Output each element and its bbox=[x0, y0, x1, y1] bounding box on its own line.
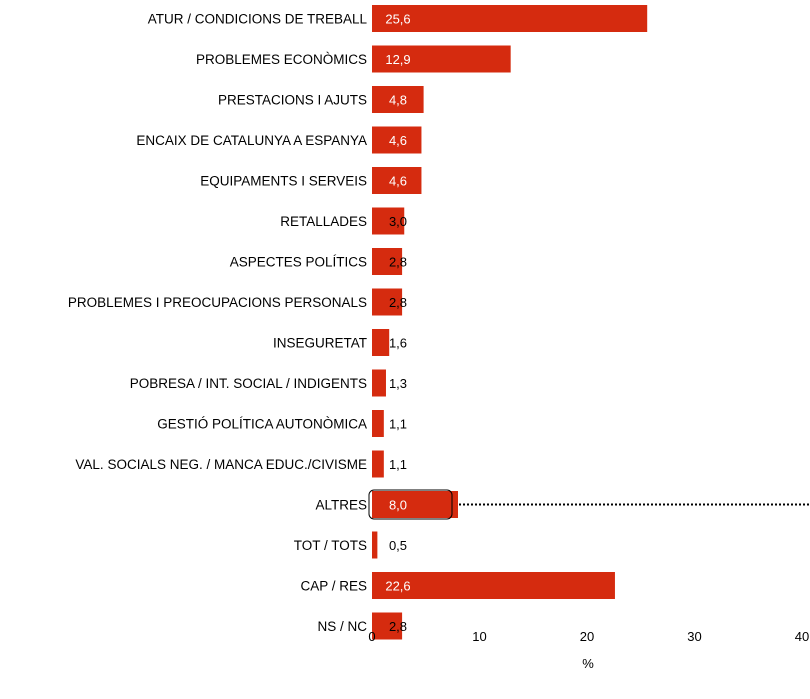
bars-layer bbox=[372, 5, 648, 640]
category-label: RETALLADES bbox=[280, 214, 367, 229]
category-label: ATUR / CONDICIONS DE TREBALL bbox=[148, 12, 368, 27]
bar bbox=[372, 126, 422, 154]
bar bbox=[372, 531, 378, 559]
bar bbox=[372, 207, 405, 235]
category-label: ENCAIX DE CATALUNYA A ESPANYA bbox=[136, 133, 367, 148]
bar bbox=[372, 86, 424, 113]
category-label: ASPECTES POLÍTICS bbox=[230, 255, 367, 270]
data-label: 3,0 bbox=[389, 214, 407, 229]
data-label: 1,6 bbox=[389, 336, 407, 351]
data-label: 4,6 bbox=[389, 133, 407, 148]
bar bbox=[372, 410, 384, 437]
data-label: 22,6 bbox=[385, 579, 410, 594]
data-label: 1,1 bbox=[389, 457, 407, 472]
bar bbox=[372, 5, 648, 32]
data-label: 0,5 bbox=[389, 538, 407, 553]
data-label: 8,0 bbox=[389, 498, 407, 513]
category-label: INSEGURETAT bbox=[273, 336, 367, 351]
x-tick-label: 20 bbox=[580, 629, 594, 644]
category-label: POBRESA / INT. SOCIAL / INDIGENTS bbox=[130, 376, 367, 391]
data-label: 2,8 bbox=[389, 295, 407, 310]
data-label: 1,3 bbox=[389, 376, 407, 391]
data-label: 2,8 bbox=[389, 255, 407, 270]
x-tick-label: 30 bbox=[687, 629, 701, 644]
bar bbox=[372, 491, 458, 518]
x-tick-label: 40 bbox=[795, 629, 809, 644]
highlight-box bbox=[368, 489, 453, 520]
data-label: 4,8 bbox=[389, 93, 407, 108]
category-label: NS / NC bbox=[317, 619, 367, 634]
data-label: 25,6 bbox=[385, 12, 410, 27]
category-label: VAL. SOCIALS NEG. / MANCA EDUC./CIVISME bbox=[75, 457, 367, 472]
category-label: GESTIÓ POLÍTICA AUTONÒMICA bbox=[157, 417, 367, 432]
category-label: EQUIPAMENTS I SERVEIS bbox=[200, 174, 367, 189]
category-label: PROBLEMES I PREOCUPACIONS PERSONALS bbox=[68, 295, 367, 310]
category-label: ALTRES bbox=[315, 498, 367, 513]
bar bbox=[372, 369, 386, 397]
bar bbox=[372, 288, 403, 316]
bar bbox=[372, 45, 511, 73]
data-label: 2,8 bbox=[389, 619, 407, 634]
x-axis-ticks: 0 10 20 30 40 bbox=[368, 629, 809, 644]
x-tick-label: 0 bbox=[368, 629, 375, 644]
bar bbox=[372, 612, 403, 640]
bar bbox=[372, 450, 384, 478]
bar bbox=[372, 248, 403, 275]
category-labels: ATUR / CONDICIONS DE TREBALL PROBLEMES EC… bbox=[68, 12, 368, 635]
data-label: 12,9 bbox=[385, 52, 410, 67]
bar bbox=[372, 572, 615, 599]
data-label: 1,1 bbox=[389, 417, 407, 432]
bar bbox=[372, 329, 390, 356]
category-label: PROBLEMES ECONÒMICS bbox=[196, 52, 367, 67]
bar bbox=[372, 167, 422, 194]
x-axis-title: % bbox=[582, 656, 594, 671]
highlight-layer bbox=[368, 489, 810, 520]
category-label: PRESTACIONS I AJUTS bbox=[218, 93, 367, 108]
x-tick-label: 10 bbox=[472, 629, 486, 644]
value-labels: 25,6 12,9 4,8 4,6 4,6 3,0 2,8 2,8 1,6 1,3 1,1 1,1 8,… bbox=[385, 12, 410, 635]
category-label: TOT / TOTS bbox=[294, 538, 367, 553]
data-label: 4,6 bbox=[389, 174, 407, 189]
category-label: CAP / RES bbox=[300, 579, 367, 594]
